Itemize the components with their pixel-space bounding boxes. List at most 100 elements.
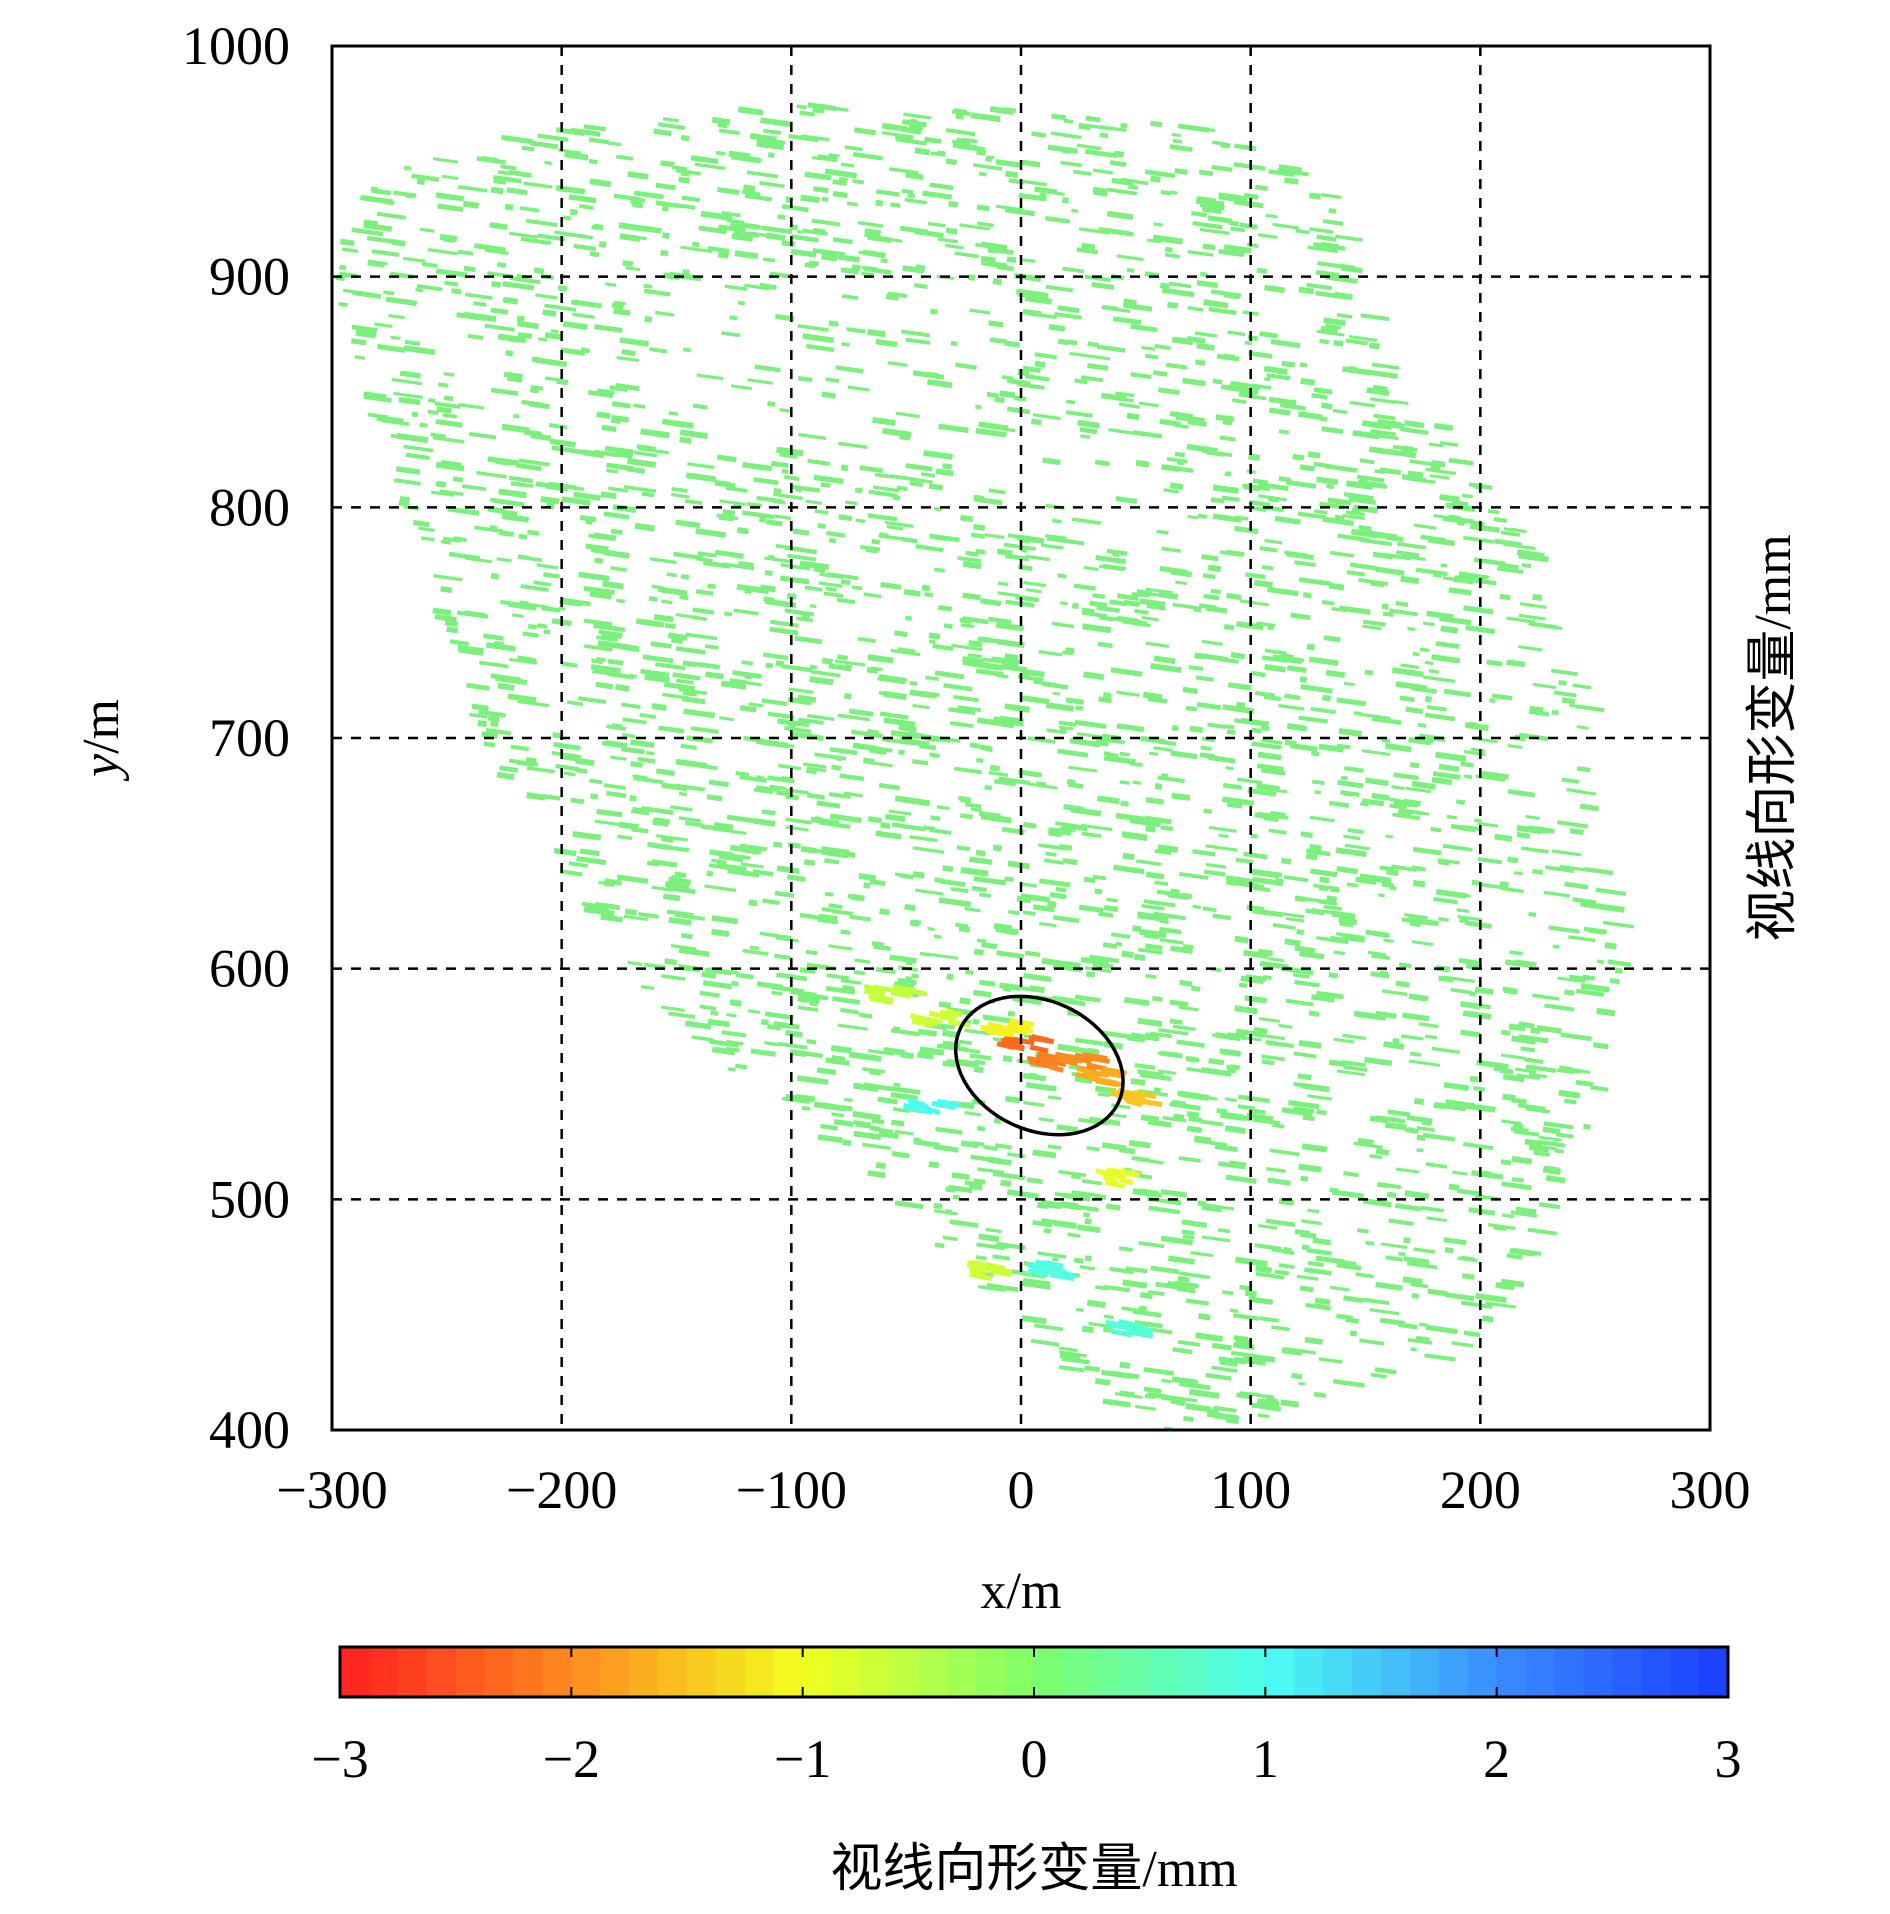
speckle xyxy=(1043,1228,1052,1234)
speckle xyxy=(1462,1142,1494,1151)
colorbar-tick-label: 3 xyxy=(1715,1729,1742,1789)
colorbar-segment xyxy=(831,1647,862,1697)
speckle xyxy=(781,663,813,673)
speckle xyxy=(964,1101,972,1108)
y-tick-label: 1000 xyxy=(182,16,290,76)
speckle xyxy=(933,567,946,573)
speckle xyxy=(891,1151,910,1159)
colorbar-segment xyxy=(542,1647,572,1697)
speckle xyxy=(1025,374,1050,382)
speckle xyxy=(964,1180,983,1188)
speckle xyxy=(1264,284,1286,294)
speckle xyxy=(1256,267,1268,274)
speckle xyxy=(1109,160,1127,168)
speckle xyxy=(1160,773,1169,780)
speckle xyxy=(994,1143,1012,1150)
speckle xyxy=(734,250,759,260)
speckle xyxy=(467,333,484,341)
speckle xyxy=(959,997,971,1005)
speckle xyxy=(1256,1398,1280,1407)
speckle xyxy=(1471,1170,1504,1180)
speckle xyxy=(604,445,634,455)
data-point xyxy=(1126,1098,1143,1108)
speckle xyxy=(988,488,1006,495)
speckle xyxy=(1506,1253,1523,1260)
colorbar-segment xyxy=(340,1647,370,1697)
speckle xyxy=(1146,238,1162,244)
speckle xyxy=(1059,1353,1081,1361)
speckle xyxy=(433,574,463,582)
speckle xyxy=(1214,1144,1238,1153)
speckle xyxy=(1081,242,1096,250)
annotation-ellipse xyxy=(953,994,1125,1137)
speckle xyxy=(1188,1388,1220,1399)
speckle xyxy=(1031,131,1047,138)
speckle xyxy=(890,202,901,208)
speckle xyxy=(1428,442,1444,448)
speckle xyxy=(1345,1317,1360,1324)
speckle xyxy=(1177,466,1194,474)
speckle xyxy=(1200,1067,1232,1077)
speckle xyxy=(928,1161,940,1169)
speckle xyxy=(1443,975,1475,983)
speckle xyxy=(1057,573,1067,579)
speckle xyxy=(698,225,727,235)
data-point xyxy=(1029,1059,1050,1069)
speckle xyxy=(764,1011,794,1021)
speckle xyxy=(636,444,656,451)
speckle xyxy=(544,332,561,340)
speckle xyxy=(1422,675,1456,684)
speckle xyxy=(675,758,708,769)
speckle xyxy=(1374,469,1385,475)
speckle xyxy=(678,791,687,797)
speckle xyxy=(988,616,1012,625)
speckle xyxy=(890,1119,905,1127)
speckle xyxy=(666,909,694,918)
speckle xyxy=(1025,588,1042,594)
speckle xyxy=(1065,410,1093,418)
speckle xyxy=(1079,427,1098,435)
speckle xyxy=(1356,474,1385,483)
speckle xyxy=(917,1028,937,1037)
speckle xyxy=(1272,923,1296,930)
speckle xyxy=(1551,709,1559,716)
speckle xyxy=(1222,782,1243,791)
speckle xyxy=(622,260,634,267)
speckle xyxy=(840,267,859,275)
speckle xyxy=(637,756,656,764)
speckle xyxy=(1256,786,1288,794)
speckle xyxy=(1179,1271,1210,1280)
speckle xyxy=(810,669,841,678)
speckle xyxy=(977,1167,1005,1175)
speckle xyxy=(753,787,774,795)
speckle xyxy=(1115,941,1123,947)
speckle xyxy=(992,1171,1026,1181)
speckle xyxy=(1544,1003,1575,1012)
speckle xyxy=(811,155,823,161)
speckle xyxy=(1572,897,1597,905)
speckle xyxy=(601,424,617,432)
speckle xyxy=(773,487,782,494)
speckle xyxy=(1587,928,1605,935)
speckle xyxy=(1301,1082,1330,1093)
speckle xyxy=(1199,227,1230,236)
speckle xyxy=(449,639,469,646)
speckle xyxy=(1438,975,1454,983)
speckle xyxy=(993,716,1021,724)
speckle xyxy=(996,548,1013,557)
speckle xyxy=(412,519,430,528)
speckle xyxy=(1572,683,1592,690)
speckle xyxy=(1048,323,1066,332)
y-tick-label: 500 xyxy=(209,1169,290,1229)
speckle xyxy=(1226,801,1243,809)
speckle xyxy=(1211,1365,1238,1373)
speckle xyxy=(1298,1163,1322,1173)
speckle xyxy=(1460,1029,1481,1038)
speckle xyxy=(1451,1341,1474,1348)
speckle xyxy=(1368,342,1380,350)
speckle xyxy=(952,1194,961,1200)
speckle xyxy=(1517,1103,1546,1112)
speckle xyxy=(434,614,457,623)
speckle xyxy=(774,890,795,898)
speckle xyxy=(936,805,950,811)
